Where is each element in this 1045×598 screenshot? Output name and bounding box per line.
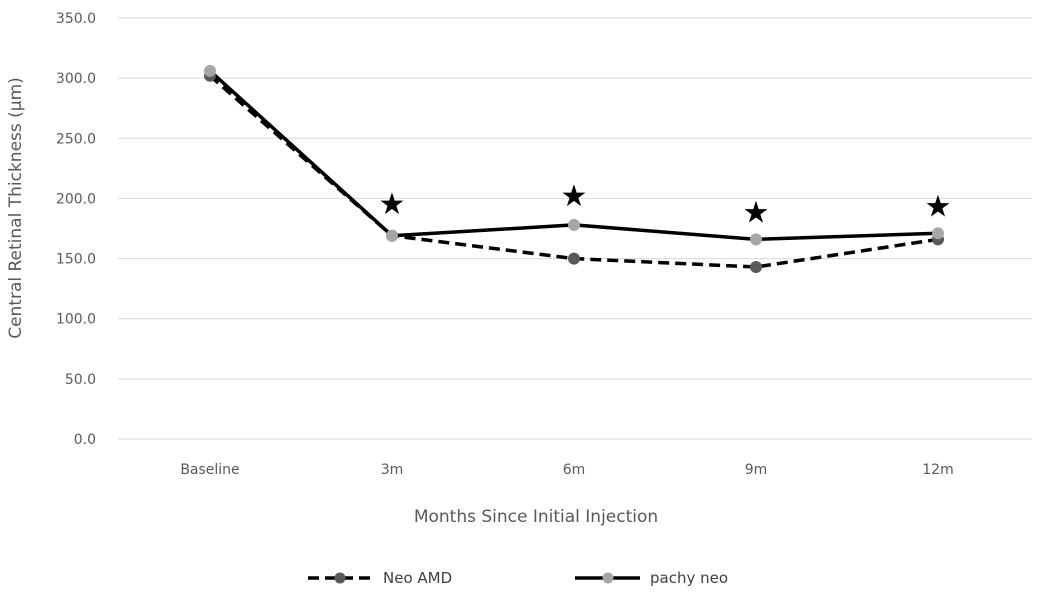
x-tick-label-12m: 12m: [922, 462, 953, 478]
series-markers: [204, 64, 944, 273]
significance-star-6m: ★: [561, 179, 588, 214]
y-axis-ticks: 0.0 50.0 100.0 150.0 200.0 250.0 300.0 350.0: [56, 11, 96, 448]
y-tick-label: 50.0: [65, 372, 96, 388]
y-tick-label: 350.0: [56, 11, 96, 27]
legend: Neo AMD pachy neo: [308, 569, 728, 587]
legend-item-pachy-neo: pachy neo: [575, 569, 728, 587]
x-axis-ticks: Baseline 3m 6m 9m 12m: [180, 462, 953, 478]
x-axis-title: Months Since Initial Injection: [414, 507, 658, 527]
legend-label-pachy-neo: pachy neo: [650, 569, 728, 587]
y-tick-label: 100.0: [56, 312, 96, 328]
data-point-neo-amd-6m: [568, 252, 580, 265]
x-tick-label-3m: 3m: [381, 462, 404, 478]
data-point-pachy-neo-6m: [568, 218, 580, 231]
y-tick-label: 150.0: [56, 252, 96, 268]
y-tick-label: 200.0: [56, 191, 96, 207]
legend-marker-pachy-neo: [602, 572, 614, 584]
y-tick-label: 300.0: [56, 71, 96, 87]
x-tick-label-baseline: Baseline: [180, 462, 239, 478]
data-point-pachy-neo-12m: [932, 227, 944, 240]
significance-star-12m: ★: [925, 190, 952, 225]
legend-label-neo-amd: Neo AMD: [383, 569, 452, 587]
significance-star-9m: ★: [743, 196, 770, 231]
y-tick-label: 0.0: [74, 432, 96, 448]
data-point-pachy-neo-3m: [386, 229, 398, 242]
significance-star-3m: ★: [379, 187, 406, 222]
data-point-neo-amd-9m: [750, 260, 762, 273]
x-tick-label-6m: 6m: [563, 462, 586, 478]
y-axis-title: Central Retinal Thickness (µm): [6, 77, 26, 339]
x-tick-label-9m: 9m: [745, 462, 768, 478]
series-line-pachy-neo: [208, 69, 939, 242]
series-lines: [208, 69, 939, 269]
significance-annotations: ★ ★ ★ ★: [379, 179, 952, 231]
legend-item-neo-amd: Neo AMD: [308, 569, 452, 587]
data-point-pachy-neo-9m: [750, 233, 762, 246]
gridlines: [118, 17, 1032, 440]
y-tick-label: 250.0: [56, 131, 96, 147]
legend-marker-neo-amd: [334, 572, 346, 584]
data-point-pachy-neo-baseline: [204, 64, 216, 77]
